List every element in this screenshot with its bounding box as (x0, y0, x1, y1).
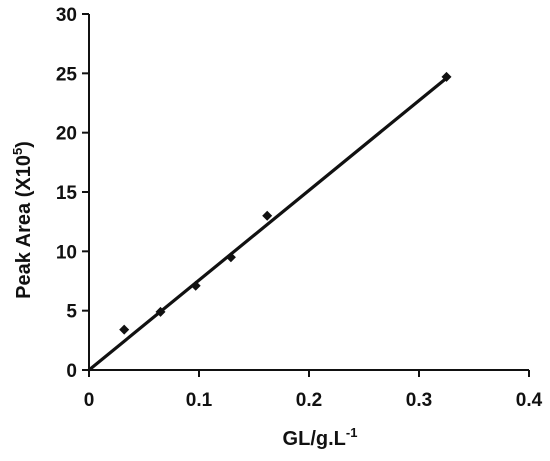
data-point (441, 71, 452, 82)
x-tick-label: 0.2 (296, 390, 322, 411)
y-tick-label: 5 (66, 302, 77, 323)
y-tick-label: 10 (56, 242, 77, 263)
x-tick-label: 0 (84, 390, 95, 411)
x-axis-title: GL/g.L-1 (283, 425, 358, 450)
data-point (190, 280, 201, 291)
data-points (119, 71, 452, 335)
y-tick-label: 15 (56, 183, 78, 204)
x-tick-label: 0.4 (516, 390, 543, 411)
data-point (155, 306, 166, 317)
trendline-group (87, 76, 449, 372)
data-point (262, 210, 273, 221)
trendline (87, 76, 449, 372)
y-tick-label: 30 (56, 5, 77, 26)
data-point (225, 252, 236, 263)
x-tick-label: 0.1 (186, 390, 213, 411)
y-axis-title: Peak Area (X105) (10, 141, 35, 299)
y-tick-label: 0 (66, 361, 77, 382)
y-tick-label: 25 (56, 64, 78, 85)
y-axis-ticks: 0 5 10 15 20 25 30 (56, 5, 89, 382)
data-point (119, 324, 130, 335)
x-tick-label: 0.3 (406, 390, 432, 411)
y-tick-label: 20 (56, 124, 77, 145)
x-axis-ticks: 0 0.1 0.2 0.3 0.4 (84, 370, 543, 411)
